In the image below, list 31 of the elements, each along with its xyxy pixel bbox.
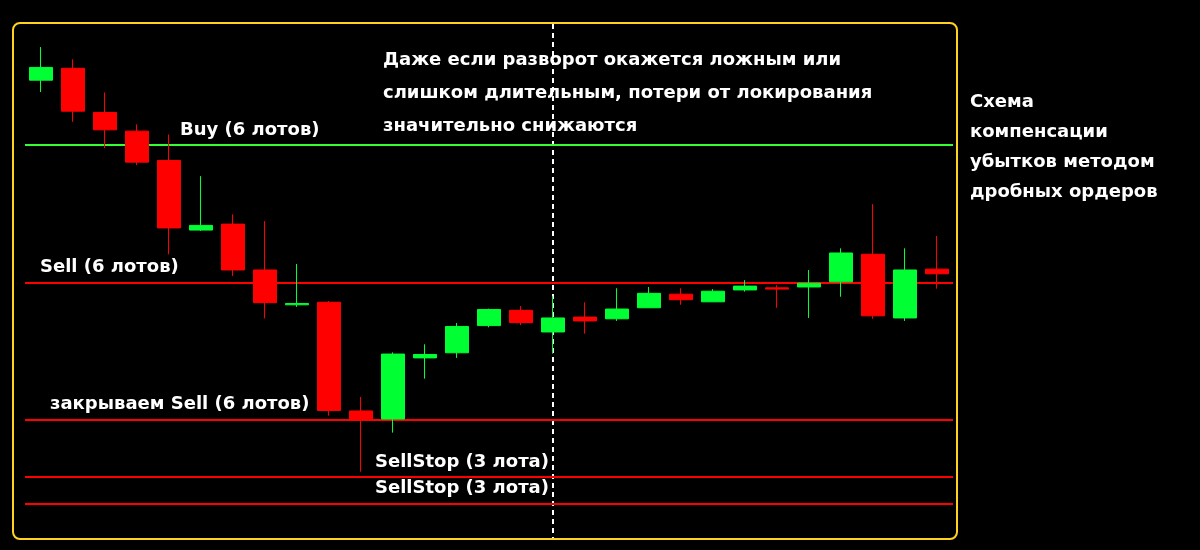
- candlestick: [477, 308, 501, 328]
- candlestick: [93, 91, 117, 149]
- text: Схема компенсации убытков методом дробных ордеров: [970, 89, 1159, 203]
- candlestick: [61, 58, 85, 123]
- candlestick: [29, 46, 53, 93]
- candlestick: [221, 213, 245, 277]
- ref-line-label: Buy (6 лотов): [180, 117, 320, 139]
- candlestick: [573, 301, 597, 335]
- candlestick: [285, 263, 309, 308]
- annotation: Даже если разворот окажется ложным или слишком длительным, потери от локирования значительно снижаются: [383, 47, 874, 137]
- candlestick: [157, 134, 181, 255]
- candlestick: [893, 247, 917, 322]
- ref-line-label: Sell (6 лотов): [40, 255, 179, 277]
- candlestick: [733, 279, 757, 293]
- ref-line-label: закрываем Sell (6 лотов): [50, 392, 310, 414]
- candlestick: [605, 287, 629, 322]
- candlestick: [701, 288, 725, 303]
- candlestick: [445, 322, 469, 359]
- ref-line-label: SellStop (3 лота): [375, 476, 549, 498]
- candlestick: [509, 305, 533, 326]
- candlestick: [317, 300, 341, 417]
- candlestick: [669, 287, 693, 306]
- candlestick: [797, 269, 821, 319]
- candlestick: [189, 175, 213, 232]
- candlestick: [125, 123, 149, 166]
- candlestick: [541, 295, 565, 355]
- candlestick: [637, 286, 661, 309]
- candlestick: [381, 351, 405, 434]
- candlestick: [413, 343, 437, 380]
- candlestick: [829, 247, 853, 298]
- ref-line-label: SellStop (3 лота): [375, 449, 549, 471]
